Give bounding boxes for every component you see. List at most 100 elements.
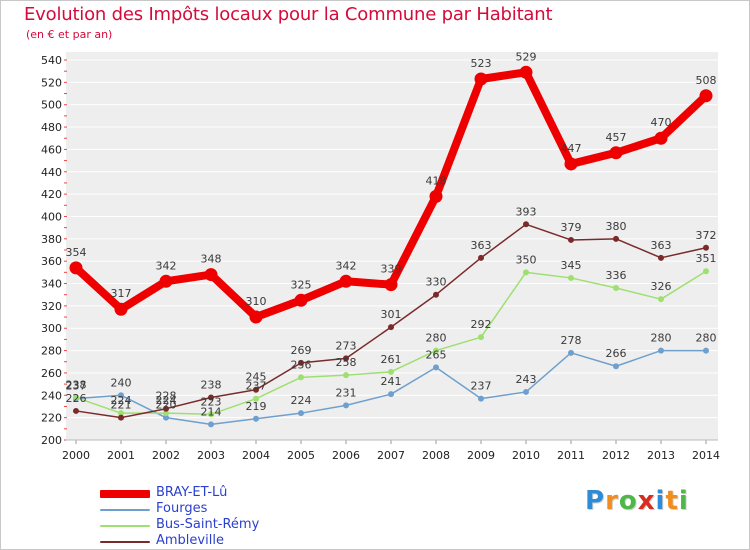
series-point-2 <box>703 268 709 275</box>
series-point-0 <box>339 274 353 288</box>
x-tick-label: 2007 <box>377 449 405 462</box>
y-tick-label: 460 <box>41 143 62 156</box>
series-point-0 <box>474 72 488 86</box>
series-point-0 <box>159 274 173 288</box>
y-tick-label: 400 <box>41 210 62 223</box>
data-label: 258 <box>336 356 357 369</box>
series-point-0 <box>609 146 623 160</box>
data-label: 237 <box>66 380 87 393</box>
data-label: 240 <box>111 376 132 389</box>
data-label: 325 <box>291 278 312 291</box>
series-point-3 <box>613 235 619 242</box>
data-label: 354 <box>66 246 87 259</box>
data-label: 447 <box>561 142 582 155</box>
series-point-0 <box>429 189 443 203</box>
series-point-3 <box>208 394 214 401</box>
data-label: 348 <box>201 253 222 266</box>
x-tick-label: 2009 <box>467 449 495 462</box>
y-tick-label: 380 <box>41 233 62 246</box>
data-label: 310 <box>246 295 267 308</box>
x-tick-label: 2000 <box>62 449 90 462</box>
data-label: 363 <box>651 239 672 252</box>
legend-swatch <box>100 490 150 498</box>
legend-label: Ambleville <box>156 533 224 548</box>
data-label: 237 <box>246 380 267 393</box>
series-point-2 <box>118 410 124 417</box>
data-label: 470 <box>651 116 672 129</box>
data-label: 336 <box>606 269 627 282</box>
data-label: 350 <box>516 253 537 266</box>
legend-label: Bus-Saint-Rémy <box>156 517 260 532</box>
data-label: 224 <box>111 394 132 407</box>
series-point-0 <box>114 302 128 316</box>
data-label: 379 <box>561 221 582 234</box>
series-point-1 <box>433 364 439 371</box>
series-point-2 <box>388 368 394 375</box>
series-point-1 <box>478 395 484 402</box>
series-point-1 <box>343 402 349 409</box>
y-tick-label: 200 <box>41 434 62 447</box>
y-tick-label: 420 <box>41 188 62 201</box>
x-tick-label: 2002 <box>152 449 180 462</box>
series-point-2 <box>478 334 484 341</box>
data-label: 245 <box>246 371 267 384</box>
series-point-3 <box>703 244 709 251</box>
y-tick-label: 320 <box>41 300 62 313</box>
x-tick-label: 2005 <box>287 449 315 462</box>
legend-label: BRAY-ET-Lû <box>156 485 228 500</box>
data-label: 224 <box>156 394 177 407</box>
logo-letter: i <box>655 486 666 516</box>
series-point-2 <box>253 395 259 402</box>
y-tick-label: 480 <box>41 121 62 134</box>
x-tick-label: 2004 <box>242 449 270 462</box>
series-point-3 <box>118 414 124 421</box>
data-label: 326 <box>651 280 672 293</box>
x-tick-label: 2003 <box>197 449 225 462</box>
legend-swatch <box>100 509 150 511</box>
series-point-1 <box>388 391 394 398</box>
data-label: 278 <box>561 334 582 347</box>
logo-letter: i <box>678 486 689 516</box>
data-label: 280 <box>426 332 447 345</box>
series-point-2 <box>163 410 169 417</box>
series-point-1 <box>703 347 709 354</box>
data-label: 237 <box>471 380 492 393</box>
series-point-3 <box>298 359 304 366</box>
data-label: 280 <box>651 332 672 345</box>
data-label: 228 <box>156 390 177 403</box>
series-point-3 <box>478 254 484 261</box>
series-point-2 <box>298 374 304 381</box>
data-label: 238 <box>66 379 87 392</box>
x-tick-label: 2011 <box>557 449 585 462</box>
series-point-2 <box>343 372 349 379</box>
data-label: 269 <box>291 344 312 357</box>
plot-background <box>66 52 718 440</box>
series-point-1 <box>568 349 574 356</box>
series-point-0 <box>249 310 263 324</box>
data-label: 261 <box>381 353 402 366</box>
y-tick-label: 440 <box>41 166 62 179</box>
series-point-2 <box>658 296 664 303</box>
proxiti-logo: Proxiti <box>585 486 689 516</box>
data-label: 273 <box>336 339 357 352</box>
logo-letter: x <box>637 486 656 516</box>
legend-swatch <box>100 541 150 543</box>
y-tick-label: 280 <box>41 345 62 358</box>
series-point-2 <box>433 347 439 354</box>
y-tick-label: 300 <box>41 322 62 335</box>
data-label: 523 <box>471 57 492 70</box>
series-point-1 <box>253 415 259 422</box>
series-point-3 <box>433 291 439 298</box>
data-label: 317 <box>111 287 132 300</box>
data-label: 292 <box>471 318 492 331</box>
series-point-1 <box>613 363 619 370</box>
series-point-2 <box>613 285 619 291</box>
x-tick-label: 2014 <box>692 449 720 462</box>
series-point-0 <box>294 293 308 307</box>
series-point-2 <box>523 269 529 276</box>
data-label: 219 <box>246 400 267 413</box>
x-tick-label: 2006 <box>332 449 360 462</box>
x-tick-label: 2010 <box>512 449 540 462</box>
data-label: 256 <box>291 358 312 371</box>
series-point-1 <box>298 410 304 417</box>
